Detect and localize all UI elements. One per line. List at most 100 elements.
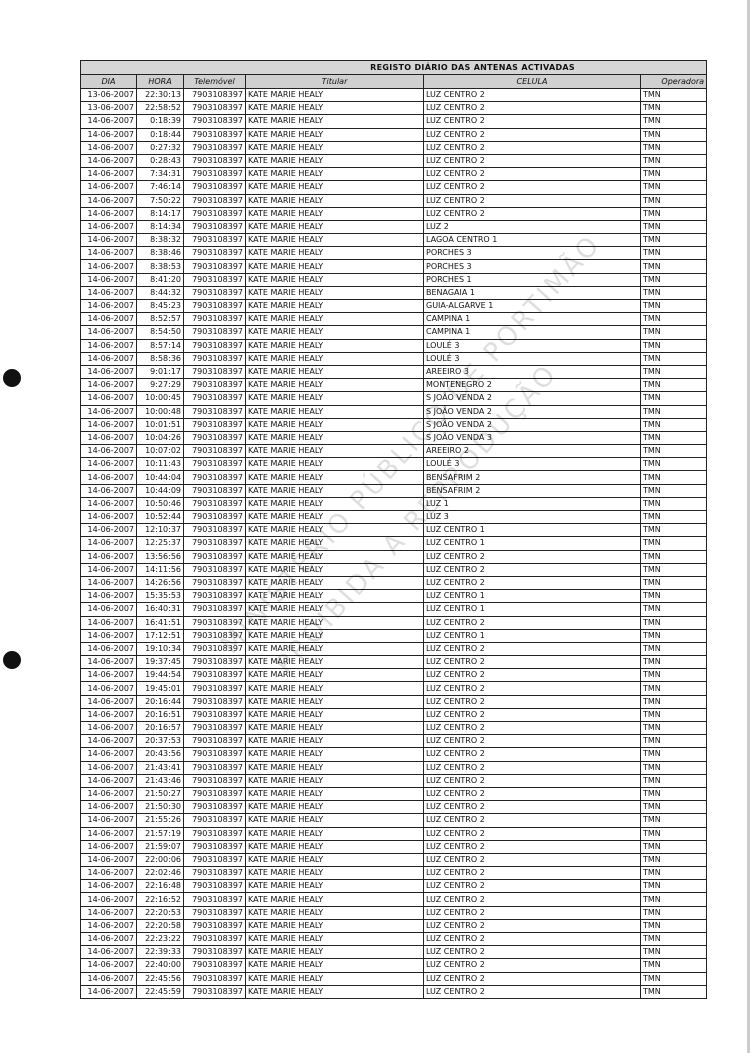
cell-hora: 21:57:19: [136, 826, 184, 841]
table-row: 14-06-2007 8:44:32 7903108397 KATE MARIE HE…: [80, 285, 708, 301]
cell-telemovel: 7903108397: [183, 444, 246, 459]
table-row: 14-06-2007 7:34:31 7903108397 KATE MARIE HE…: [80, 167, 708, 182]
cell-telemovel: 7903108397: [183, 839, 246, 854]
cell-hora: 10:00:45: [136, 391, 184, 406]
cell-telemovel: 7903108397: [183, 760, 246, 775]
cell-titular: KATE MARIE HEALY: [245, 655, 424, 670]
cell-dia: 14-06-2007: [80, 298, 137, 314]
cell-operadora: TMN: [639, 971, 708, 986]
cell-telemovel: 7903108397: [183, 338, 246, 353]
cell-titular: KATE MARIE HEALY: [245, 602, 424, 617]
cell-dia: 14-06-2007: [80, 312, 137, 327]
cell-titular: KATE MARIE HEALY: [245, 681, 424, 696]
cell-hora: 16:40:31: [136, 602, 184, 617]
cell-hora: 20:16:51: [136, 707, 184, 723]
header-celula: CELULA: [423, 74, 641, 89]
cell-telemovel: 7903108397: [183, 219, 246, 235]
cell-celula: LUZ CENTRO 2: [423, 707, 641, 723]
cell-hora: 22:23:22: [136, 931, 184, 947]
cell-hora: 17:12:51: [136, 628, 184, 643]
cell-operadora: TMN: [639, 285, 708, 301]
cell-celula: LUZ 1: [423, 496, 641, 512]
cell-telemovel: 7903108397: [183, 285, 246, 301]
cell-operadora: TMN: [639, 483, 708, 498]
cell-hora: 10:50:46: [136, 496, 184, 512]
cell-titular: KATE MARIE HEALY: [245, 246, 424, 261]
cell-operadora: TMN: [639, 180, 708, 195]
table-row: 14-06-2007 0:18:44 7903108397 KATE MARIE HE…: [80, 127, 708, 142]
cell-telemovel: 7903108397: [183, 496, 246, 512]
cell-operadora: TMN: [639, 114, 708, 129]
cell-titular: KATE MARIE HEALY: [245, 378, 424, 393]
cell-telemovel: 7903108397: [183, 140, 246, 155]
cell-operadora: TMN: [639, 298, 708, 314]
cell-telemovel: 7903108397: [183, 562, 246, 577]
cell-dia: 14-06-2007: [80, 417, 137, 432]
punch-hole: [3, 369, 21, 387]
cell-operadora: TMN: [639, 378, 708, 393]
cell-celula: GUIA-ALGARVE 1: [423, 298, 641, 314]
cell-titular: KATE MARIE HEALY: [245, 219, 424, 235]
cell-telemovel: 7903108397: [183, 892, 246, 907]
cell-titular: KATE MARIE HEALY: [245, 800, 424, 815]
cell-celula: LUZ CENTRO 2: [423, 786, 641, 802]
cell-dia: 14-06-2007: [80, 852, 137, 868]
cell-celula: LUZ CENTRO 2: [423, 918, 641, 934]
cell-celula: LUZ CENTRO 2: [423, 720, 641, 736]
cell-dia: 14-06-2007: [80, 378, 137, 393]
table-row: 14-06-2007 22:16:52 7903108397 KATE MARIE H…: [80, 892, 708, 907]
cell-telemovel: 7903108397: [183, 364, 246, 380]
cell-titular: KATE MARIE HEALY: [245, 589, 424, 604]
cell-dia: 14-06-2007: [80, 694, 137, 709]
cell-celula: LUZ CENTRO 2: [423, 866, 641, 881]
cell-telemovel: 7903108397: [183, 984, 246, 999]
cell-celula: LUZ CENTRO 2: [423, 140, 641, 155]
cell-celula: LUZ CENTRO 2: [423, 734, 641, 749]
cell-operadora: TMN: [639, 325, 708, 340]
table-row: 14-06-2007 9:27:29 7903108397 KATE MARIE HE…: [80, 378, 708, 393]
cell-hora: 0:18:39: [136, 114, 184, 129]
cell-titular: KATE MARIE HEALY: [245, 325, 424, 340]
cell-operadora: TMN: [639, 404, 708, 419]
cell-operadora: TMN: [639, 444, 708, 459]
cell-dia: 14-06-2007: [80, 430, 137, 446]
cell-titular: KATE MARIE HEALY: [245, 760, 424, 775]
cell-celula: LUZ CENTRO 2: [423, 852, 641, 868]
cell-dia: 14-06-2007: [80, 272, 137, 287]
table-row: 14-06-2007 22:45:59 7903108397 KATE MARIE H…: [80, 984, 708, 999]
cell-operadora: TMN: [639, 259, 708, 274]
cell-dia: 14-06-2007: [80, 233, 137, 248]
cell-titular: KATE MARIE HEALY: [245, 866, 424, 881]
cell-telemovel: 7903108397: [183, 628, 246, 643]
cell-hora: 10:11:43: [136, 457, 184, 472]
cell-telemovel: 7903108397: [183, 918, 246, 934]
cell-titular: KATE MARIE HEALY: [245, 523, 424, 538]
cell-operadora: TMN: [639, 470, 708, 485]
cell-celula: LUZ CENTRO 2: [423, 800, 641, 815]
cell-operadora: TMN: [639, 206, 708, 221]
cell-operadora: TMN: [639, 958, 708, 973]
cell-dia: 14-06-2007: [80, 483, 137, 498]
table-row: 14-06-2007 9:01:17 7903108397 KATE MARIE HE…: [80, 364, 708, 380]
column-headers: DIA HORA Telemóvel Titular CELULA Operad…: [80, 74, 708, 89]
cell-hora: 22:39:33: [136, 945, 184, 960]
cell-operadora: TMN: [639, 720, 708, 736]
header-operadora: Operadora: [639, 74, 708, 89]
cell-telemovel: 7903108397: [183, 786, 246, 802]
cell-telemovel: 7903108397: [183, 879, 246, 894]
cell-titular: KATE MARIE HEALY: [245, 707, 424, 723]
cell-hora: 7:46:14: [136, 180, 184, 195]
cell-hora: 22:16:52: [136, 892, 184, 907]
table-row: 14-06-2007 10:01:51 7903108397 KATE MARIE H…: [80, 417, 708, 432]
cell-titular: KATE MARIE HEALY: [245, 114, 424, 129]
cell-operadora: TMN: [639, 786, 708, 802]
cell-telemovel: 7903108397: [183, 615, 246, 630]
cell-operadora: TMN: [639, 800, 708, 815]
cell-telemovel: 7903108397: [183, 417, 246, 432]
cell-hora: 14:11:56: [136, 562, 184, 577]
cell-operadora: TMN: [639, 655, 708, 670]
table-row: 14-06-2007 19:45:01 7903108397 KATE MARIE H…: [80, 681, 708, 696]
cell-celula: LUZ CENTRO 2: [423, 153, 641, 169]
cell-hora: 14:26:56: [136, 575, 184, 591]
cell-titular: KATE MARIE HEALY: [245, 509, 424, 525]
